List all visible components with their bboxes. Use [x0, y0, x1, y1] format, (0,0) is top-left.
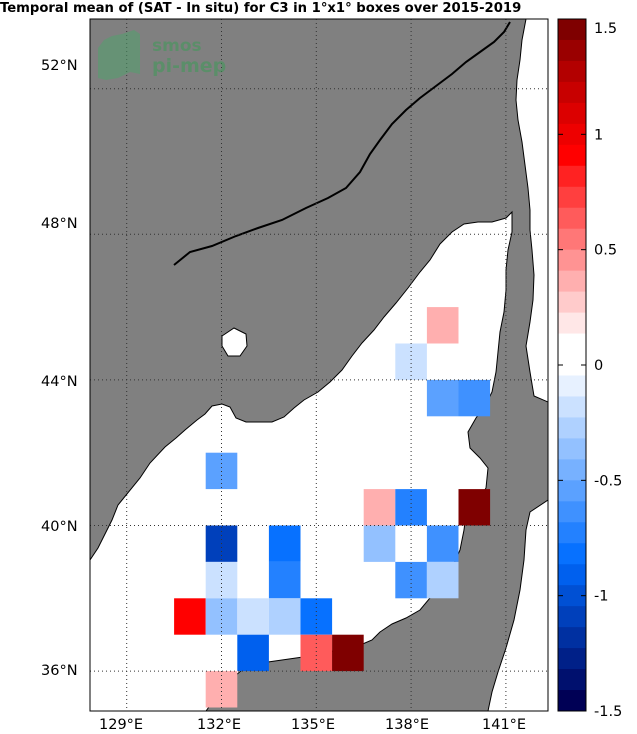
colorbar-swatch-23: [558, 501, 586, 523]
colorbar-label-3: 0: [594, 358, 603, 374]
colorbar-label-2: 0.5: [594, 243, 617, 259]
colorbar-swatch-31: [558, 669, 586, 691]
colorbar-swatch-28: [558, 606, 586, 628]
colorbar-swatch-5: [558, 123, 586, 146]
lat-label-40: 40°N: [41, 519, 78, 535]
data-cell-17: [205, 598, 238, 635]
lat-labels: 52°N 48°N 44°N 40°N 36°N: [41, 58, 78, 679]
data-cell-5: [363, 489, 396, 526]
colorbar-swatch-1: [558, 39, 586, 62]
lat-label-36: 36°N: [41, 663, 78, 679]
lat-label-48: 48°N: [41, 216, 78, 232]
data-cell-11: [426, 525, 459, 562]
colorbar-swatch-15: [558, 333, 586, 356]
logo-line1: smos: [152, 36, 202, 56]
data-cell-19: [268, 598, 301, 635]
data-cell-21: [237, 634, 269, 672]
colorbar-swatch-27: [558, 585, 586, 607]
colorbar-swatch-6: [558, 144, 586, 167]
lon-label-141: 141°E: [482, 717, 526, 733]
colorbar-label-1: 1: [594, 127, 603, 143]
colorbar-label-6: -1.5: [594, 704, 622, 720]
colorbar-swatch-0: [558, 19, 586, 41]
graticule: [90, 19, 548, 711]
lon-label-135: 135°E: [291, 717, 335, 733]
colorbar-label-5: -1: [594, 589, 608, 605]
data-cell-7: [458, 489, 491, 526]
colorbar-swatch-26: [558, 564, 586, 586]
map-title: Temporal mean of (SAT - In situ) for C3 …: [0, 1, 522, 16]
map-area: [90, 19, 548, 711]
data-cell-24: [205, 671, 238, 708]
logo-waves-icon: [98, 30, 140, 80]
colorbar-swatch-29: [558, 627, 586, 649]
colorbar-swatch-19: [558, 417, 586, 439]
sea-north-east: [515, 19, 548, 403]
lat-label-44: 44°N: [41, 374, 78, 390]
data-cells: [174, 307, 491, 708]
data-cell-23: [332, 634, 364, 672]
colorbar-swatch-16: [558, 354, 586, 376]
colorbar-swatch-11: [558, 249, 586, 272]
colorbar-ticks: 1.5 1 0.5 0 -0.5 -1 -1.5: [558, 18, 622, 720]
colorbar-swatch-7: [558, 165, 586, 188]
colorbar-swatch-17: [558, 375, 586, 397]
lake-khanka: [221, 327, 248, 357]
colorbar-swatch-25: [558, 543, 586, 565]
colorbar-swatch-4: [558, 102, 586, 125]
colorbar-swatch-12: [558, 270, 586, 293]
lon-label-138: 138°E: [385, 717, 429, 733]
data-cell-3: [458, 379, 491, 417]
colorbar-swatch-8: [558, 186, 586, 209]
colorbar-swatch-30: [558, 648, 586, 670]
colorbar-swatches: [558, 19, 586, 712]
data-cell-13: [268, 561, 301, 599]
amur-river: [173, 21, 511, 266]
data-cell-2: [426, 379, 459, 417]
lat-label-52: 52°N: [41, 58, 78, 74]
colorbar: 1.5 1 0.5 0 -0.5 -1 -1.5: [557, 18, 622, 720]
colorbar-swatch-18: [558, 396, 586, 418]
colorbar-swatch-9: [558, 207, 586, 230]
colorbar-swatch-2: [558, 60, 586, 83]
colorbar-swatch-32: [558, 690, 586, 712]
lon-labels: 129°E 132°E 135°E 138°E 141°E: [99, 717, 526, 733]
colorbar-swatch-10: [558, 228, 586, 251]
colorbar-swatch-14: [558, 312, 586, 335]
data-cell-18: [237, 598, 269, 635]
colorbar-swatch-13: [558, 291, 586, 314]
colorbar-swatch-22: [558, 480, 586, 502]
map-frame: [89, 18, 549, 712]
data-cell-16: [174, 598, 206, 635]
pacific-east: [487, 499, 548, 711]
data-cell-9: [268, 525, 301, 562]
colorbar-swatch-3: [558, 81, 586, 104]
colorbar-label-0: 1.5: [594, 21, 617, 37]
logo-line2: pi-mep: [152, 55, 226, 77]
data-cell-10: [363, 525, 396, 562]
data-cell-0: [426, 307, 459, 344]
colorbar-swatch-20: [558, 438, 586, 460]
lon-label-132: 132°E: [197, 717, 241, 733]
data-cell-20: [300, 598, 333, 635]
lon-label-129: 129°E: [99, 717, 143, 733]
colorbar-swatch-21: [558, 459, 586, 481]
colorbar-swatch-24: [558, 522, 586, 544]
data-cell-22: [300, 634, 333, 672]
data-cell-15: [426, 561, 459, 599]
data-cell-1: [395, 343, 427, 380]
colorbar-label-4: -0.5: [594, 473, 622, 489]
smos-pi-mep-logo: smos pi-mep: [98, 30, 226, 80]
